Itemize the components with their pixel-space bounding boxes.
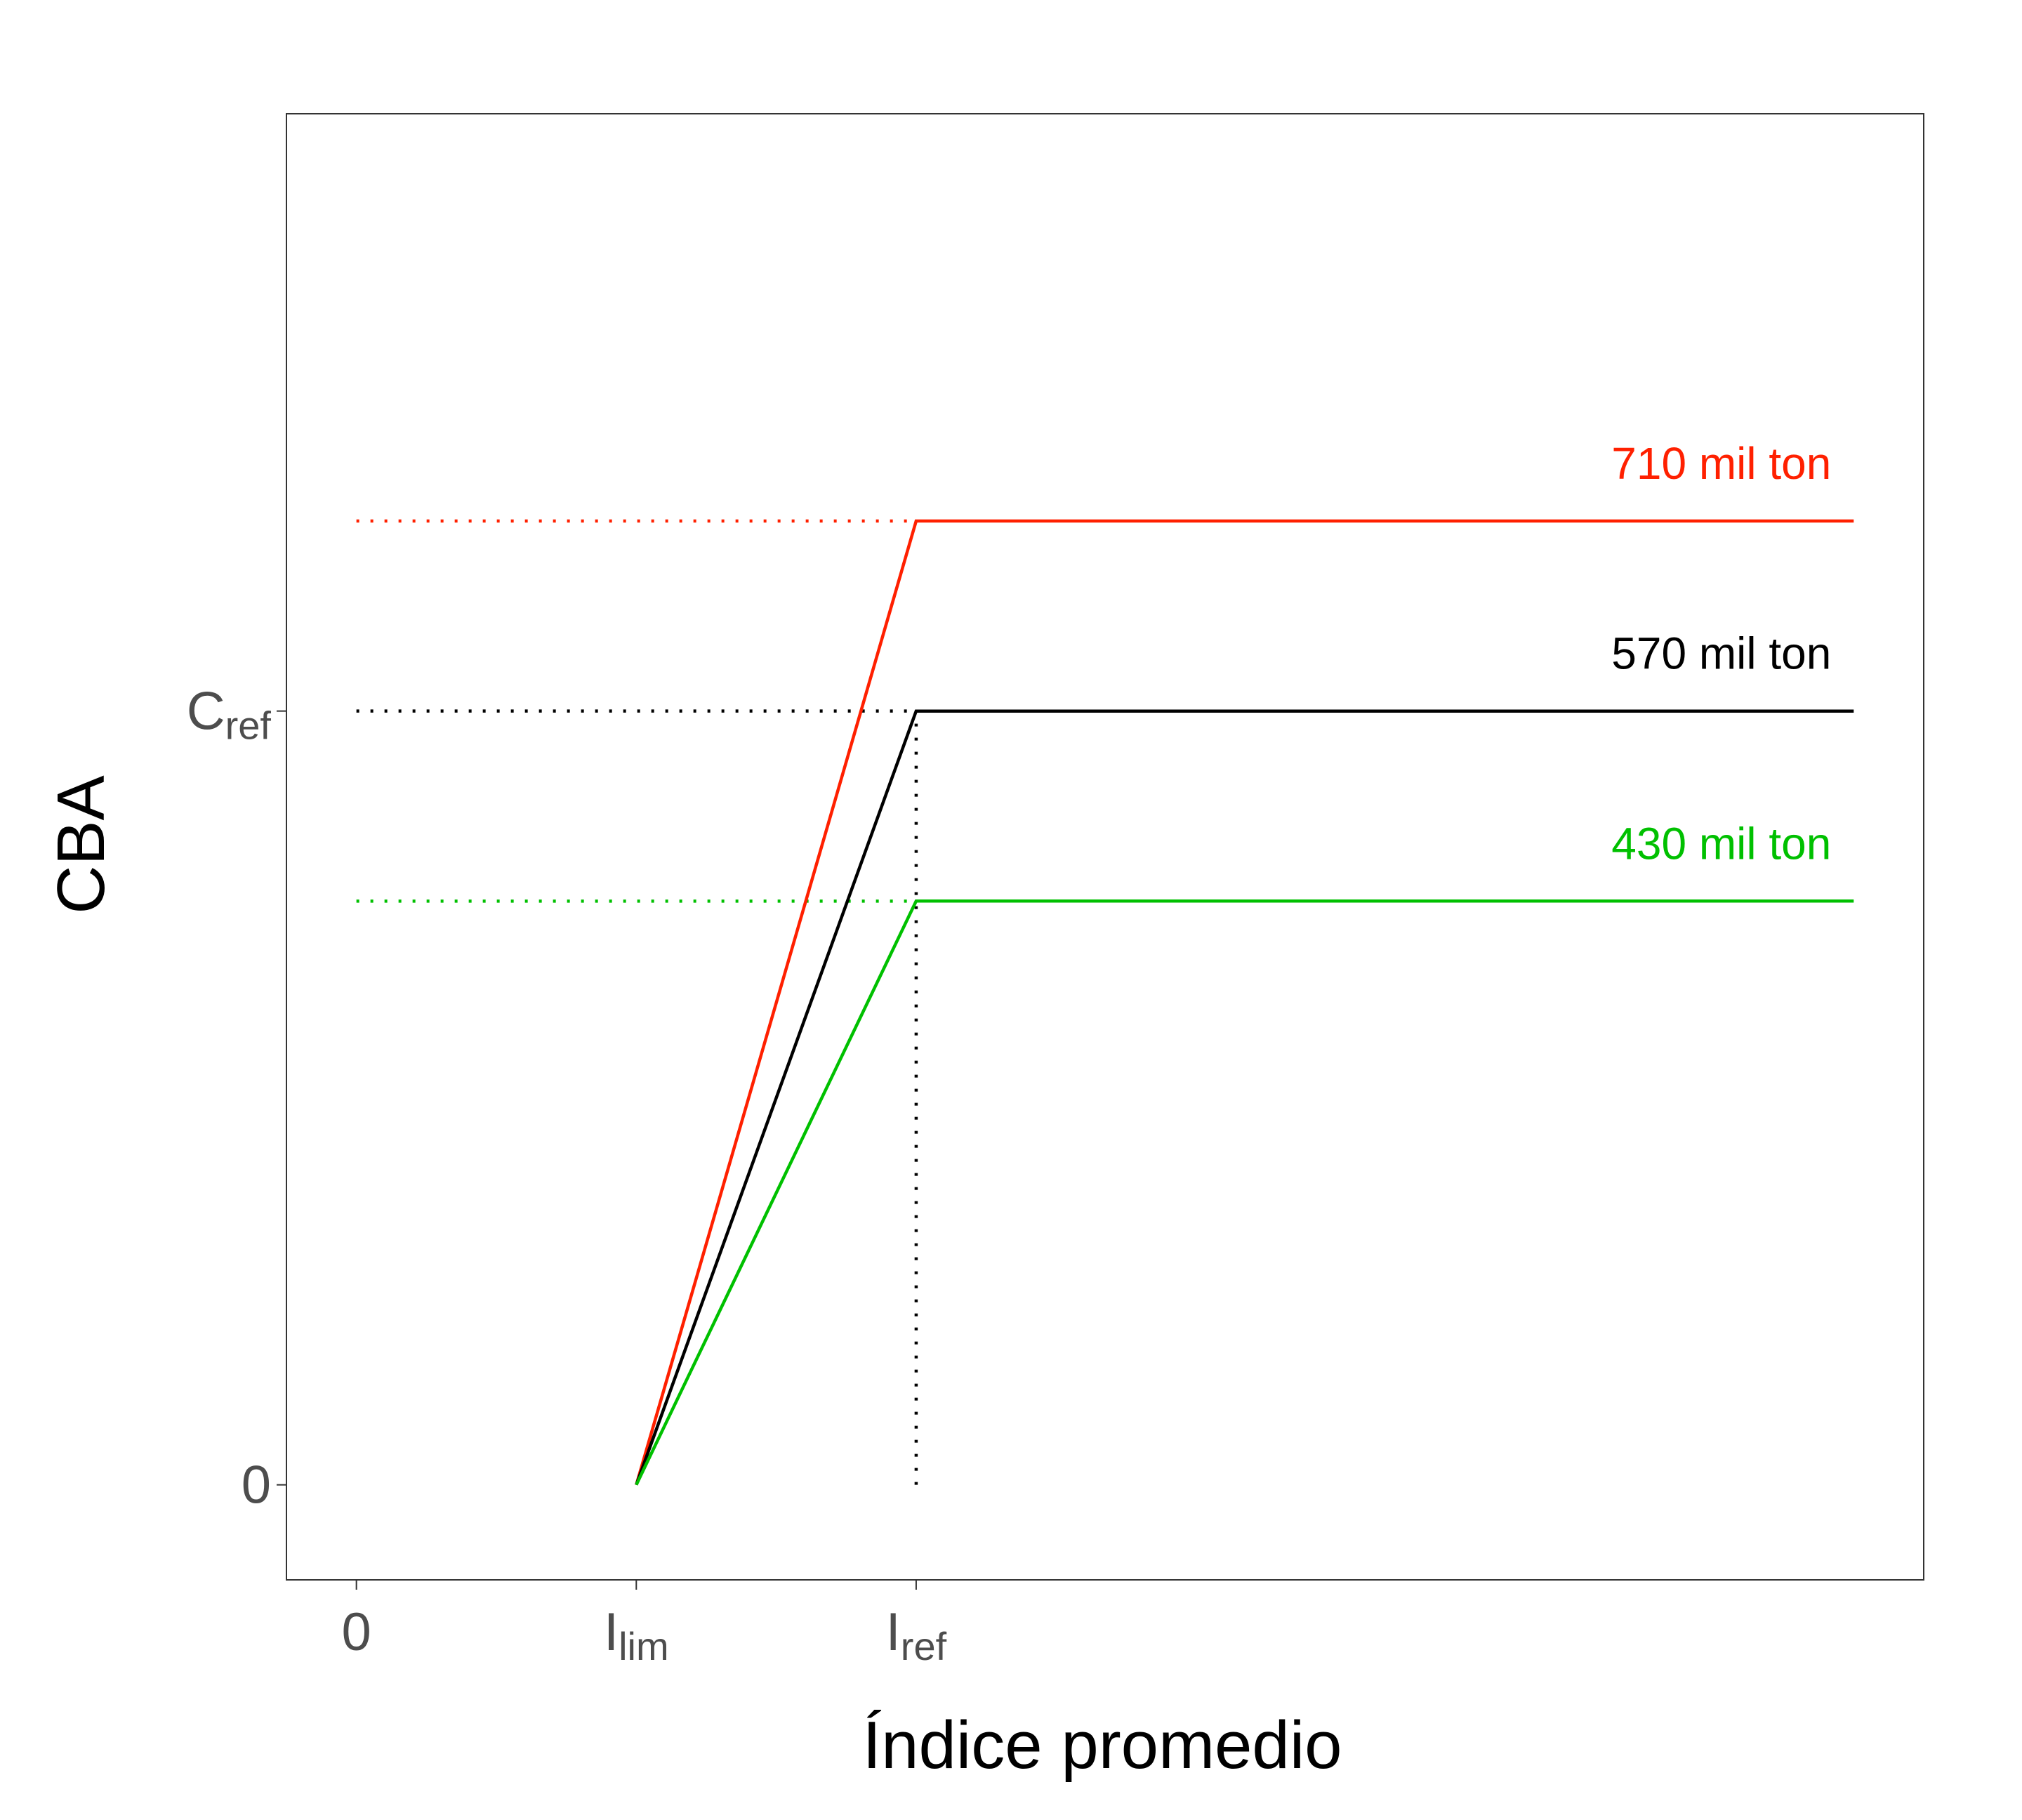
y-axis-title: CBA (44, 775, 119, 914)
series-label-1: 570 mil ton (1611, 628, 1831, 679)
series-line-0 (635, 519, 1854, 1486)
series-label-2: 430 mil ton (1611, 818, 1831, 869)
x-tick-label-subscript-2: ref (901, 1624, 947, 1668)
x-tick-label-subscript-1: lim (619, 1624, 669, 1668)
y-tick-label-0: 0 (242, 1456, 271, 1515)
series-line-2 (635, 899, 1854, 1486)
y-tick-label-subscript-1: ref (225, 704, 272, 748)
plot-panel-border (286, 113, 1924, 1581)
series-line-1 (635, 709, 1854, 1486)
x-axis-title: Índice promedio (862, 1708, 1342, 1783)
series-label-0: 710 mil ton (1611, 438, 1831, 489)
x-tick-label-0: 0 (342, 1602, 371, 1662)
